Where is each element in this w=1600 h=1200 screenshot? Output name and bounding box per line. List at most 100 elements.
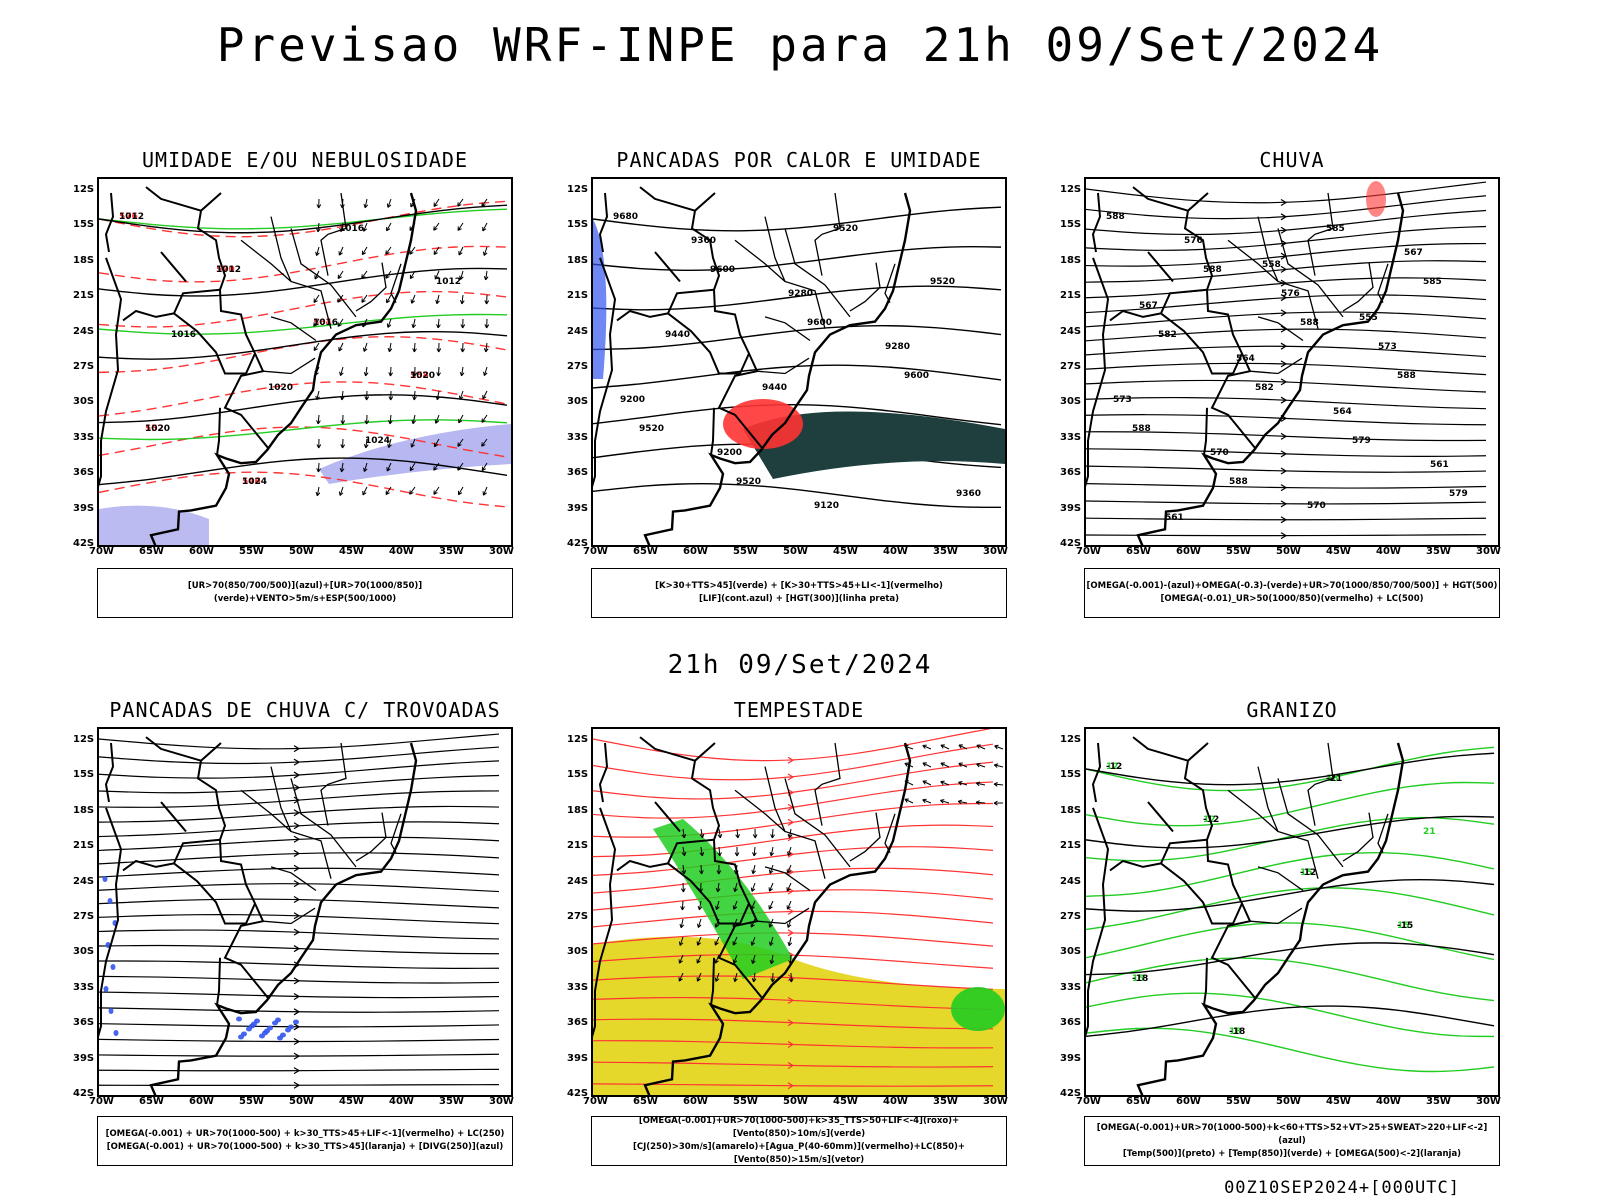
streamline (99, 975, 500, 984)
streamlines (99, 733, 500, 1089)
streamline (99, 790, 500, 808)
wind-vector (717, 828, 723, 839)
wind-vector (313, 318, 320, 327)
streamline-arrow (293, 880, 301, 888)
lon-label: 70W (1076, 1096, 1101, 1107)
streamline-arrow (293, 1023, 301, 1031)
state-border (1342, 812, 1374, 862)
wind-vector (481, 462, 488, 472)
wind-vector (697, 918, 702, 928)
wind-vector (697, 900, 703, 911)
map-canvas-pancadas_trovoadas (99, 733, 500, 1095)
wind-vector (385, 246, 392, 255)
divergence-spot-blue (246, 1026, 252, 1032)
state-border (1377, 813, 1389, 854)
wind-vector (787, 846, 792, 856)
wind-vector (457, 462, 464, 471)
contour-label: 567 (1404, 248, 1423, 258)
wind-vector (459, 294, 465, 305)
wind-vector (363, 198, 369, 209)
wind-vector (681, 828, 687, 839)
country-border (196, 192, 270, 450)
state-border (734, 239, 786, 282)
country-border (667, 862, 750, 925)
wind-vector (434, 414, 440, 424)
wind-vector (433, 222, 440, 231)
contour (99, 381, 508, 417)
lat-label: 36S (1060, 1017, 1082, 1029)
wind-vector (435, 294, 440, 305)
contour (99, 204, 508, 234)
lat-label: 39S (73, 1052, 95, 1064)
lon-label: 45W (339, 546, 364, 557)
wind-vector (385, 270, 392, 279)
wind-vector (786, 900, 792, 910)
country-border (104, 742, 115, 803)
country-border (1147, 801, 1174, 833)
streamline (593, 932, 994, 947)
contour-label: 582 (1255, 383, 1274, 393)
streamline (593, 975, 994, 990)
contour (593, 404, 1002, 426)
wind-vector (364, 390, 370, 401)
lat-label: 27S (1060, 361, 1082, 372)
wind-vector (714, 954, 720, 964)
contour-label: 9520 (736, 477, 761, 487)
state-border (756, 907, 810, 925)
panel-title-chuva: CHUVA (1259, 148, 1325, 172)
state-border (390, 263, 402, 304)
contour-label: 558 (410, 371, 429, 381)
state-border (320, 742, 347, 826)
legend-line: [OMEGA(-0.001)+UR>70(1000-500)+k>35_TTS>… (638, 1116, 960, 1139)
streamline (593, 996, 994, 1011)
streamline-arrow (1280, 279, 1288, 287)
wind-vector (751, 954, 756, 964)
streamline (99, 898, 500, 909)
contour (1086, 1027, 1495, 1073)
country-border (598, 192, 609, 253)
wind-vector (362, 342, 368, 352)
contour-label: -21 (1326, 774, 1342, 784)
lat-label: 15S (73, 219, 95, 231)
streamline (99, 821, 500, 838)
wind-vector (769, 846, 775, 857)
wind-vector (768, 918, 774, 928)
country-border (145, 736, 202, 762)
contour-label: 564 (313, 318, 332, 328)
contour (99, 200, 508, 238)
streamline-arrow (787, 1040, 795, 1048)
lat-label: 24S (1060, 325, 1082, 337)
streamline (1086, 362, 1487, 376)
state-border (355, 812, 387, 862)
lon-label: 60W (189, 1096, 214, 1107)
lat-label: 30S (567, 396, 589, 408)
wind-vector (681, 864, 687, 875)
lon-label: 50W (783, 546, 808, 557)
wind-vector (922, 798, 932, 804)
run-timestamp: 00Z10SEP2024+[000UTC] (1224, 1178, 1460, 1198)
contour-label: 570 (1307, 501, 1326, 511)
lon-label: 60W (683, 546, 708, 557)
lon-label: 45W (833, 546, 858, 557)
divergence-spot-blue (277, 1035, 283, 1041)
contour-label: 1024 (365, 436, 390, 446)
wind-vector (483, 366, 488, 376)
lat-label: 12S (73, 184, 95, 195)
wind-vector (433, 246, 440, 256)
panel-title-umidade: UMIDADE E/OU NEBULOSIDADE (141, 148, 469, 172)
streamline-arrow (293, 784, 301, 792)
wind-vector (433, 438, 440, 448)
lon-label: 40W (389, 1096, 414, 1107)
divergence-spot-blue (251, 1021, 257, 1027)
contour-label: -18 (1132, 974, 1148, 984)
contour-label: 1020 (410, 371, 435, 381)
contour-label: 588 (1397, 371, 1416, 381)
wind-vector (733, 882, 738, 893)
wind-vector (732, 936, 738, 946)
divergence-spot-blue (259, 1033, 265, 1039)
wind-vector (696, 954, 702, 964)
wind-vector (732, 900, 738, 910)
streamline-arrow (1280, 199, 1288, 207)
contour-label: 12 (1106, 762, 1119, 772)
lat-label: 42S (567, 538, 589, 549)
